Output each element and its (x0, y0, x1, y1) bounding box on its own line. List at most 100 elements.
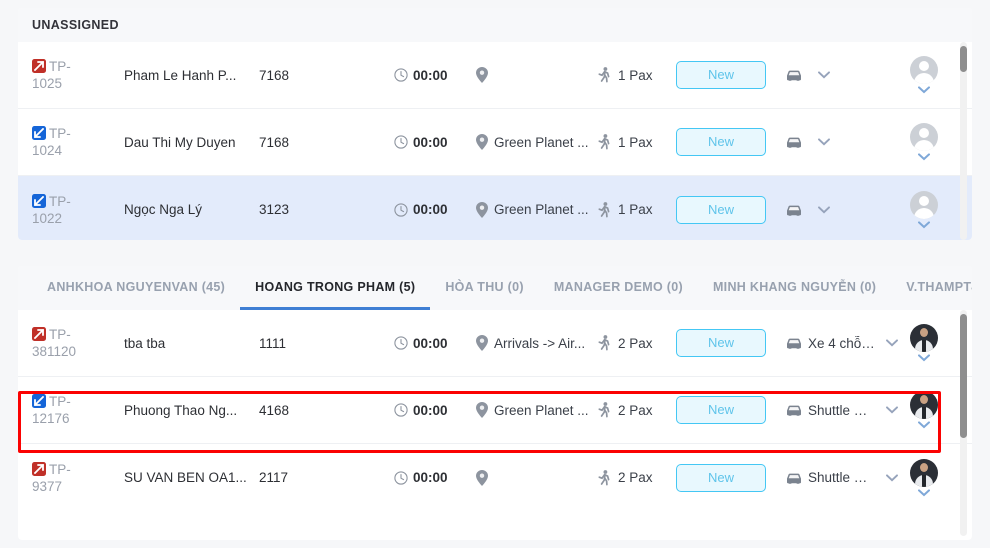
pickup-time: 00:00 (413, 470, 448, 485)
status-badge[interactable]: New (676, 195, 766, 224)
status-cell[interactable]: New (676, 128, 786, 156)
pickup-time: 00:00 (413, 134, 448, 150)
agent-tab-label: MANAGER DEMO (0) (553, 279, 683, 294)
unassigned-driver-avatar[interactable] (910, 56, 938, 84)
driver-cell[interactable] (898, 324, 950, 362)
agent-tab[interactable]: ANHKHOA NGUYENVAN (45) (32, 266, 240, 310)
vehicle-chevron-down-icon[interactable] (886, 406, 898, 414)
passenger-cell: 1 Pax (598, 67, 676, 83)
passenger-walk-icon (598, 201, 611, 218)
unassigned-driver-avatar[interactable] (910, 123, 938, 151)
guest-name: tba tba (124, 335, 166, 351)
ticket-id: TP- (49, 461, 71, 477)
vehicle-car-icon (786, 472, 802, 484)
driver-chevron-down-icon[interactable] (918, 220, 930, 229)
booking-row[interactable]: TP- 1025 Pham Le Hanh P... 7168 00:00 1 Pax Ne… (18, 42, 972, 109)
driver-chevron-down-icon[interactable] (918, 488, 930, 497)
pickup-time-cell: 00:00 (394, 202, 476, 217)
status-cell[interactable]: New (676, 195, 786, 224)
status-badge[interactable]: New (676, 463, 766, 492)
pickup-time: 00:00 (413, 335, 448, 351)
ticket-cell[interactable]: TP- 12176 (32, 393, 124, 427)
arrival-arrow-icon (32, 394, 46, 408)
clock-icon (394, 336, 408, 350)
ticket-cell[interactable]: TP- 1024 (32, 125, 124, 159)
ticket-id: TP- (49, 126, 71, 141)
vehicle-cell[interactable] (786, 69, 898, 81)
ticket-id: TP- (49, 327, 71, 342)
vehicle-chevron-down-icon[interactable] (818, 71, 830, 79)
driver-cell[interactable] (898, 190, 950, 229)
agent-scrollbar-thumb[interactable] (960, 314, 967, 438)
vehicle-cell[interactable]: Shuttle Bu... (786, 403, 898, 418)
vehicle-cell[interactable]: Xe 4 chỗ - ... (786, 336, 898, 351)
vehicle-cell[interactable]: Shuttle Bu... (786, 470, 898, 485)
booking-code: 4168 (259, 402, 290, 418)
agent-tab[interactable]: V.THAMPT4 (39) (891, 266, 972, 310)
passenger-cell: 1 Pax (598, 201, 676, 218)
booking-row[interactable]: TP- 1022 Ngọc Nga Lý 3123 00:00 Green Planet … (18, 176, 972, 240)
agent-bookings-panel: ANHKHOA NGUYENVAN (45) HOANG TRONG PHAM (… (18, 266, 972, 540)
driver-photo-avatar[interactable] (910, 391, 938, 419)
passenger-count: 1 Pax (618, 202, 653, 217)
agent-tab[interactable]: MINH KHANG NGUYỄN (0) (698, 266, 891, 310)
driver-cell[interactable] (898, 458, 950, 497)
location-label: Green Planet ... (494, 134, 589, 150)
booking-row[interactable]: TP- 9377 SU VAN BEN OA1... 2117 00:00 2 Pax Ne… (18, 444, 972, 511)
booking-row[interactable]: TP- 381120 tba tba 1111 00:00 Arrivals -> Air… (18, 310, 972, 377)
unassigned-header-label: UNASSIGNED (32, 18, 119, 32)
vehicle-car-icon (786, 204, 802, 216)
passenger-count: 2 Pax (618, 470, 653, 485)
agent-tab[interactable]: HÒA THU (0) (430, 266, 539, 310)
driver-photo-avatar[interactable] (910, 458, 938, 487)
agent-tab-label: HÒA THU (0) (445, 279, 524, 294)
driver-cell[interactable] (898, 123, 950, 161)
unassigned-driver-avatar[interactable] (910, 190, 938, 219)
status-cell[interactable]: New (676, 463, 786, 492)
unassigned-scrollbar-track[interactable] (960, 42, 967, 240)
pickup-time-cell: 00:00 (394, 470, 476, 485)
agent-tab[interactable]: MANAGER DEMO (0) (539, 266, 698, 310)
status-cell[interactable]: New (676, 61, 786, 89)
ticket-cell[interactable]: TP- 381120 (32, 326, 124, 360)
pickup-time: 00:00 (413, 67, 448, 83)
booking-row[interactable]: TP- 12176 Phuong Thao Ng... 4168 00:00 Green … (18, 377, 972, 444)
status-cell[interactable]: New (676, 329, 786, 357)
passenger-walk-icon (598, 67, 611, 83)
driver-cell[interactable] (898, 391, 950, 429)
driver-photo-avatar[interactable] (910, 324, 938, 352)
vehicle-chevron-down-icon[interactable] (886, 339, 898, 347)
status-cell[interactable]: New (676, 396, 786, 424)
driver-chevron-down-icon[interactable] (918, 153, 930, 161)
driver-chevron-down-icon[interactable] (918, 421, 930, 429)
location-pin-icon (476, 469, 488, 486)
agent-tab[interactable]: HOANG TRONG PHAM (5) (240, 266, 431, 310)
ticket-cell[interactable]: TP- 1025 (32, 58, 124, 92)
booking-row[interactable]: TP- 1024 Dau Thi My Duyen 7168 00:00 Green Pl… (18, 109, 972, 176)
vehicle-cell[interactable] (786, 136, 898, 148)
status-badge[interactable]: New (676, 396, 766, 424)
unassigned-scrollbar-thumb[interactable] (960, 46, 967, 72)
driver-cell[interactable] (898, 56, 950, 94)
status-badge[interactable]: New (676, 61, 766, 89)
clock-icon (394, 470, 408, 485)
driver-chevron-down-icon[interactable] (918, 86, 930, 94)
agent-scrollbar-track[interactable] (960, 310, 967, 536)
location-label: Green Planet ... (494, 402, 589, 418)
ticket-cell[interactable]: TP- 1022 (32, 193, 124, 227)
driver-chevron-down-icon[interactable] (918, 354, 930, 362)
agent-tab-label: MINH KHANG NGUYỄN (0) (712, 279, 877, 294)
pickup-time: 00:00 (413, 202, 448, 217)
location-pin-icon (476, 402, 488, 418)
location-pin-icon (476, 67, 488, 83)
vehicle-chevron-down-icon[interactable] (818, 138, 830, 146)
vehicle-chevron-down-icon[interactable] (886, 473, 898, 482)
status-badge[interactable]: New (676, 329, 766, 357)
ticket-number: 1022 (32, 210, 63, 226)
ticket-cell[interactable]: TP- 9377 (32, 461, 124, 495)
clock-icon (394, 403, 408, 417)
status-badge[interactable]: New (676, 128, 766, 156)
vehicle-cell[interactable] (786, 204, 898, 216)
vehicle-chevron-down-icon[interactable] (818, 205, 830, 214)
departure-arrow-icon (32, 461, 46, 476)
